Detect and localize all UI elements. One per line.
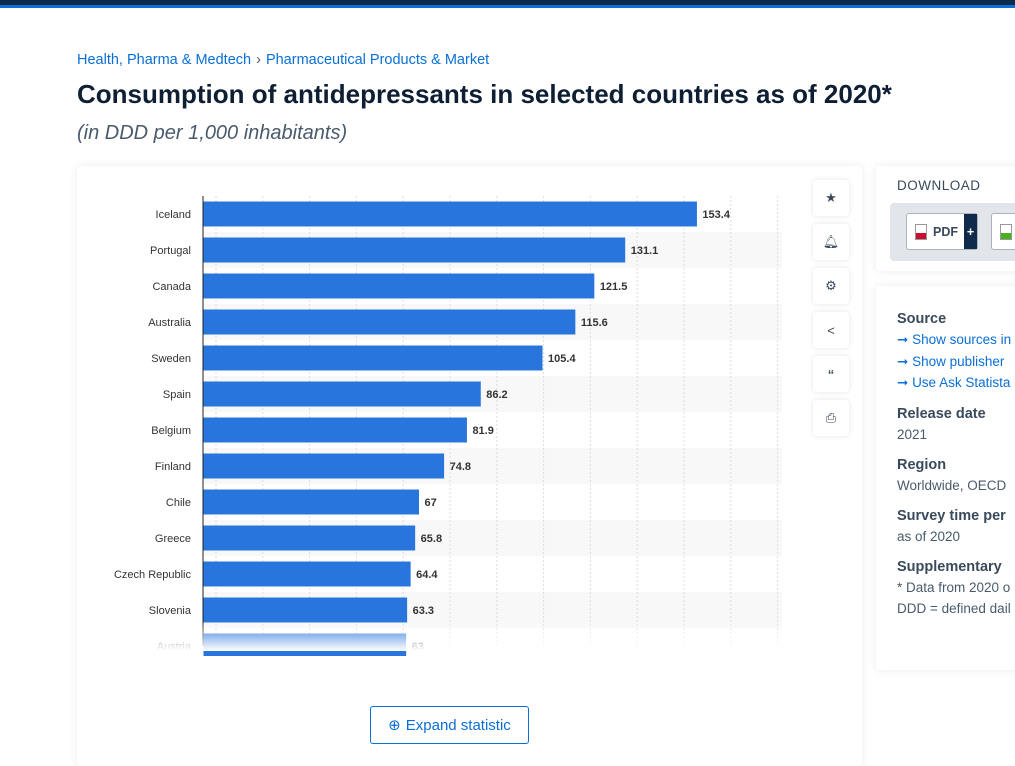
breadcrumb-link-health[interactable]: Health, Pharma & Medtech (77, 52, 252, 68)
bar-sweden (203, 345, 543, 371)
quote-icon: “ (827, 366, 835, 382)
cite-button[interactable]: “ (813, 356, 849, 392)
top-bar (0, 0, 1015, 8)
page-subtitle: (in DDD per 1,000 inhabitants) (77, 122, 348, 144)
category-label: Greece (155, 533, 191, 545)
region-value: Worldwide, OECD (897, 477, 1007, 493)
bar-australia (203, 309, 576, 335)
show-sources-link[interactable]: ➞ Show sources in (897, 332, 1012, 347)
download-panel: DOWNLOAD PDF + (876, 166, 1015, 271)
release-heading: Release date (897, 405, 986, 422)
data-label: 63.3 (413, 605, 434, 617)
bar-greece (203, 525, 416, 551)
page-title: Consumption of antidepressants in select… (77, 79, 892, 109)
ask-statista-link[interactable]: ➞ Use Ask Statista (897, 375, 1011, 390)
breadcrumb-link-pharma[interactable]: Pharmaceutical Products & Market (265, 52, 490, 68)
chart-card: Iceland 153.4 Portugal 131.1 Canada 121.5 Aust… (77, 166, 862, 766)
category-label: Finland (155, 461, 191, 473)
data-label: 153.4 (702, 209, 730, 221)
download-pdf-button[interactable]: PDF + (906, 213, 978, 250)
category-label: Chile (166, 497, 191, 509)
data-label: 86.2 (486, 389, 507, 401)
release-value: 2021 (897, 426, 928, 442)
bar-belgium (203, 417, 467, 443)
print-button[interactable]: ⎙ (813, 400, 849, 436)
category-label: Canada (152, 281, 191, 293)
chart-fade (77, 621, 797, 651)
bar-czech-republic (203, 561, 411, 587)
survey-value: as of 2020 (897, 528, 961, 544)
data-label: 81.9 (472, 425, 493, 437)
supplementary-note-1: * Data from 2020 o (897, 579, 1011, 595)
bar-chile (203, 489, 420, 515)
supplementary-heading: Supplementary (897, 558, 1002, 575)
bar-slovenia (203, 597, 408, 623)
survey-heading: Survey time per (897, 507, 1006, 524)
bar-portugal (203, 237, 626, 263)
data-label: 67 (425, 497, 437, 509)
supplementary-note-2: DDD = defined dail (897, 600, 1011, 616)
download-xls-button[interactable] (991, 213, 1015, 250)
pdf-label: PDF (933, 224, 958, 239)
bar-spain (203, 381, 481, 407)
pdf-file-icon (915, 223, 927, 240)
notification-button[interactable]: 🔔︎ (813, 224, 849, 260)
category-label: Sweden (151, 353, 191, 365)
data-label: 74.8 (450, 461, 471, 473)
bar-iceland (203, 201, 697, 227)
share-button[interactable]: < (813, 312, 849, 348)
star-icon: ★ (825, 190, 837, 205)
statistic-details: Source ➞ Show sources in ➞ Show publishe… (876, 286, 1015, 670)
share-icon: < (827, 322, 835, 338)
breadcrumb: Health, Pharma & Medtech › Pharmaceutical … (77, 52, 489, 68)
data-label: 65.8 (421, 533, 442, 545)
category-label: Australia (148, 317, 192, 329)
bar-canada (203, 273, 595, 299)
source-heading: Source (897, 311, 947, 327)
bell-icon: 🔔︎ (822, 234, 840, 249)
xls-file-icon (1000, 223, 1012, 240)
print-icon: ⎙ (825, 410, 837, 425)
bar-chart: Iceland 153.4 Portugal 131.1 Canada 121.5 Aust… (114, 196, 782, 656)
data-label: 131.1 (631, 245, 659, 257)
settings-button[interactable]: ⚙ (813, 268, 849, 304)
data-label: 105.4 (548, 353, 576, 365)
plus-icon: + (964, 214, 977, 249)
category-label: Czech Republic (114, 569, 192, 581)
favorite-button[interactable]: ★ (813, 180, 849, 216)
category-label: Iceland (156, 209, 191, 221)
data-label: 121.5 (600, 281, 628, 293)
bar-finland (203, 453, 445, 479)
data-label: 115.6 (581, 317, 608, 329)
tool-column: ★ 🔔︎ ⚙ < “ ⎙ (813, 180, 849, 444)
region-heading: Region (897, 456, 947, 473)
expand-statistic-button[interactable]: ⊕ Expand statistic (370, 706, 529, 744)
plus-circle-icon: ⊕ (388, 717, 401, 734)
category-label: Portugal (150, 245, 191, 257)
data-label: 64.4 (416, 569, 438, 581)
category-label: Spain (163, 389, 191, 401)
expand-label: Expand statistic (405, 716, 511, 734)
breadcrumb-separator: › (256, 52, 261, 68)
category-label: Slovenia (149, 605, 192, 617)
show-publisher-link[interactable]: ➞ Show publisher (897, 353, 1005, 369)
category-label: Belgium (151, 425, 191, 437)
gear-icon: ⚙ (825, 278, 837, 293)
download-title: DOWNLOAD (897, 178, 981, 193)
